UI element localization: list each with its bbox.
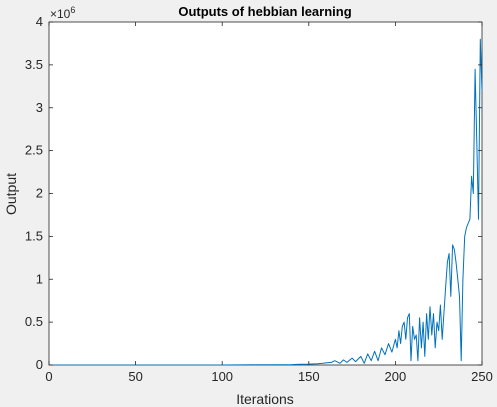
y-axis-exponent-power: 6 xyxy=(70,5,75,15)
x-tick-label: 100 xyxy=(211,369,233,384)
x-axis-label: Iterations xyxy=(236,391,294,407)
y-tick-label: 0 xyxy=(36,357,43,372)
axes-layer: 0 50 100 150 200 250 0 0.5 1 1.5 2 2.5 3 3.5 4 xyxy=(25,14,493,384)
x-tick-label: 200 xyxy=(385,369,407,384)
x-tick-label: 150 xyxy=(298,369,320,384)
x-tick-label: 0 xyxy=(45,369,52,384)
y-axis-exponent-base: ×10 xyxy=(50,7,71,21)
series-line xyxy=(49,38,483,366)
y-tick-label: 4 xyxy=(36,14,43,29)
plot-area xyxy=(48,21,483,366)
data-layer xyxy=(49,38,483,366)
y-axis-exponent: ×106 xyxy=(50,5,75,21)
y-tick-label: 3.5 xyxy=(25,57,43,72)
x-tick-label: 250 xyxy=(471,369,493,384)
y-tick-label: 1 xyxy=(36,271,43,286)
y-tick-label: 2.5 xyxy=(25,143,43,158)
y-tick-label: 0.5 xyxy=(25,314,43,329)
y-axis-label: Output xyxy=(3,173,19,215)
y-tick-label: 1.5 xyxy=(25,228,43,243)
x-tick-label: 50 xyxy=(128,369,142,384)
y-tick-label: 3 xyxy=(36,100,43,115)
y-tick-label: 2 xyxy=(36,186,43,201)
chart-title: Outputs of hebbian learning xyxy=(178,4,351,19)
